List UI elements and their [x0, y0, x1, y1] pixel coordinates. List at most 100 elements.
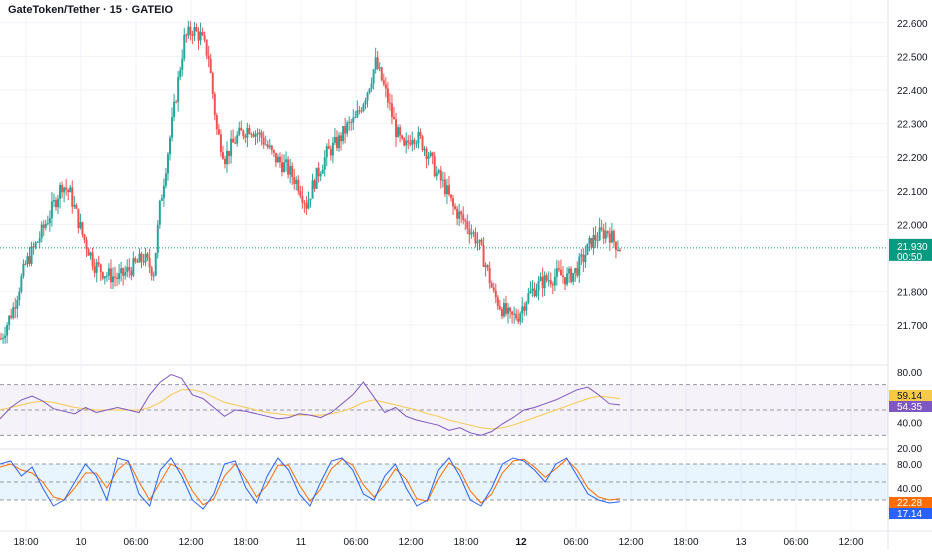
candle-body: [474, 232, 477, 244]
candle-body: [315, 167, 318, 189]
candle-body: [584, 254, 587, 263]
candle-body: [578, 256, 581, 276]
candle-body: [429, 152, 432, 157]
candle-body: [297, 179, 300, 191]
candle-body: [150, 267, 153, 276]
time-tick-label: 18:00: [233, 537, 258, 548]
candle-body: [317, 167, 320, 177]
candle-body: [439, 170, 442, 181]
time-tick-label: 18:00: [673, 537, 698, 548]
candle-body: [91, 252, 94, 267]
candle-body: [494, 290, 497, 298]
candle-body: [69, 187, 72, 193]
candle-body: [360, 110, 363, 112]
candle-body: [472, 232, 475, 234]
candle-body: [59, 185, 62, 199]
candle-body: [232, 138, 235, 143]
candle-body: [242, 130, 245, 137]
candle-body: [342, 126, 345, 142]
candle-body: [537, 280, 540, 291]
stoch-k-line: [0, 457, 621, 510]
stoch-k-value: 17.14: [897, 509, 922, 520]
candle-body: [293, 177, 296, 184]
candle-body: [616, 249, 619, 251]
candle-body: [40, 224, 43, 239]
candle-body: [376, 57, 379, 69]
candle-body: [221, 152, 224, 159]
candle-body: [38, 238, 41, 242]
candle-body: [187, 26, 190, 36]
candle-body: [252, 134, 255, 137]
candle-body: [156, 224, 159, 253]
candle-body: [262, 137, 265, 145]
candle-body: [551, 284, 554, 286]
candle-body: [368, 88, 371, 93]
candle-body: [466, 221, 469, 229]
price-tick-label: 22.200: [897, 153, 928, 164]
candle-body: [421, 135, 424, 151]
candle-body: [480, 239, 483, 245]
candle-body: [619, 249, 621, 252]
candle-body: [223, 158, 226, 165]
candle-body: [372, 69, 375, 84]
candle-body: [124, 272, 127, 276]
stoch-d-line: [0, 458, 621, 506]
candle-body: [181, 58, 184, 71]
price-tick-label: 22.100: [897, 187, 928, 198]
candle-body: [409, 142, 412, 145]
candle-body: [386, 88, 389, 103]
candle-body: [533, 288, 536, 297]
candle-body: [44, 224, 47, 228]
candle-body: [250, 133, 253, 135]
candle-body: [513, 313, 516, 315]
candle-body: [374, 57, 377, 70]
candle-body: [478, 239, 481, 242]
price-tick-label: 22.600: [897, 19, 928, 30]
price-tick-label: 22.300: [897, 120, 928, 131]
candle-body: [468, 228, 471, 235]
candle-body: [509, 307, 512, 312]
time-tick-label: 06:00: [783, 537, 808, 548]
time-tick-label: 13: [735, 537, 747, 548]
candle-body: [378, 67, 381, 69]
candle-body: [458, 211, 461, 219]
candle-body: [435, 172, 438, 177]
candle-body: [22, 263, 25, 277]
candle-body: [498, 306, 501, 310]
candle-body: [340, 135, 343, 142]
candle-body: [614, 241, 617, 251]
candle-body: [254, 133, 257, 137]
candle-body: [344, 126, 347, 134]
candle-body: [278, 156, 281, 163]
rsi-tick-label: 20.00: [897, 444, 922, 455]
candle-body: [173, 101, 176, 118]
candle-body: [103, 276, 106, 279]
candle-body: [329, 148, 332, 156]
candle-body: [162, 185, 165, 199]
candle-body: [366, 92, 369, 101]
candle-body: [207, 55, 210, 59]
candle-body: [502, 303, 505, 317]
candle-body: [244, 136, 247, 138]
candle-body: [95, 262, 98, 273]
candle-body: [496, 297, 499, 307]
candle-body: [138, 253, 141, 263]
rsi-tick-label: 80.00: [897, 368, 922, 379]
time-tick-label: 12: [515, 537, 527, 548]
candle-body: [504, 303, 507, 314]
candle-body: [152, 275, 155, 277]
candle-body: [549, 280, 552, 285]
candle-body: [555, 268, 558, 277]
candle-body: [610, 230, 613, 243]
candle-body: [134, 258, 137, 262]
candle-body: [16, 300, 19, 309]
rsi-ma-badge: [889, 390, 932, 401]
candle-body: [543, 275, 546, 289]
stoch-tick-label: 80.00: [897, 460, 922, 471]
candle-body: [415, 143, 418, 145]
candle-body: [559, 269, 562, 276]
candle-body: [142, 261, 145, 263]
candle-body: [193, 27, 196, 36]
